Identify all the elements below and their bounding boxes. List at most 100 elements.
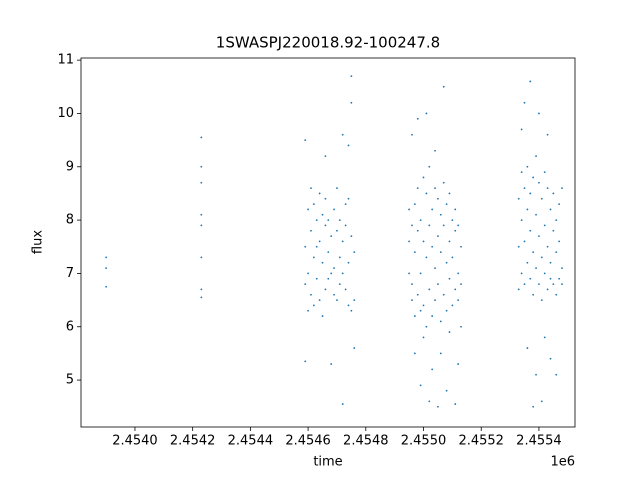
data-point <box>549 261 552 264</box>
data-point <box>540 299 543 301</box>
data-point <box>520 219 523 222</box>
data-point <box>451 256 454 259</box>
data-point <box>555 219 558 222</box>
data-point <box>425 325 428 328</box>
data-point <box>442 224 445 227</box>
data-point <box>561 267 563 269</box>
data-point <box>526 347 529 349</box>
data-point <box>442 181 445 184</box>
data-point <box>517 288 520 291</box>
data-point <box>411 283 413 285</box>
data-point <box>419 384 422 387</box>
data-point <box>304 283 307 285</box>
data-point <box>411 133 413 136</box>
data-point <box>448 277 451 280</box>
x-tick-label: 2.4544 <box>228 434 274 449</box>
data-point <box>437 235 439 238</box>
data-point <box>307 272 309 275</box>
data-point <box>523 101 526 104</box>
data-point <box>310 187 312 190</box>
data-point <box>105 256 108 259</box>
data-point <box>532 405 535 408</box>
data-point <box>324 155 327 158</box>
data-point <box>457 224 460 227</box>
data-point <box>437 197 439 200</box>
data-point <box>344 224 347 227</box>
data-point <box>350 101 353 104</box>
data-point <box>333 208 335 211</box>
data-point <box>318 299 321 301</box>
data-point <box>200 224 203 227</box>
data-point <box>523 240 526 243</box>
data-point <box>304 360 307 363</box>
data-point <box>540 256 543 259</box>
data-point <box>538 181 540 184</box>
data-point <box>312 304 315 307</box>
data-point <box>448 192 451 195</box>
data-point <box>546 288 549 291</box>
data-point <box>408 240 410 243</box>
data-point <box>419 272 422 275</box>
data-point <box>532 251 535 253</box>
data-point <box>552 229 555 232</box>
data-point <box>517 245 520 248</box>
y-axis-label: flux <box>31 230 46 254</box>
data-point <box>312 203 315 206</box>
data-point <box>428 400 431 403</box>
data-point <box>413 203 416 206</box>
data-point <box>200 136 203 139</box>
data-point <box>535 267 537 269</box>
data-point <box>526 208 529 211</box>
data-point <box>307 208 309 211</box>
data-point <box>558 240 561 243</box>
data-point <box>431 208 434 211</box>
data-point <box>333 293 335 296</box>
data-point <box>552 283 555 285</box>
data-point <box>105 267 108 269</box>
data-point <box>425 112 428 115</box>
data-point <box>561 283 563 285</box>
data-point <box>431 245 434 248</box>
data-point <box>454 288 457 291</box>
data-point <box>200 288 203 291</box>
data-point <box>330 235 333 238</box>
data-point <box>416 187 419 190</box>
data-point <box>549 208 552 211</box>
data-point <box>431 315 434 317</box>
data-point <box>422 336 425 339</box>
data-point <box>439 213 442 216</box>
data-point <box>312 256 315 259</box>
data-point <box>422 176 425 179</box>
data-point <box>408 272 410 275</box>
data-point <box>350 309 353 312</box>
x-tick-label: 2.4542 <box>170 434 216 449</box>
data-point <box>333 267 335 269</box>
data-point <box>439 251 442 253</box>
data-point <box>425 192 428 195</box>
data-point <box>413 352 416 355</box>
data-point <box>442 293 445 296</box>
data-point <box>434 187 436 190</box>
data-point <box>454 208 457 211</box>
data-point <box>408 208 410 211</box>
data-point <box>445 203 448 206</box>
data-point <box>540 400 543 403</box>
data-point <box>344 203 347 206</box>
data-point <box>517 197 520 200</box>
data-point <box>105 285 108 288</box>
data-point <box>445 309 448 312</box>
data-point <box>347 261 350 264</box>
data-point <box>416 117 419 120</box>
data-point <box>437 405 439 408</box>
data-point <box>552 192 555 195</box>
data-point <box>451 304 454 307</box>
data-point <box>523 187 526 190</box>
data-point <box>304 139 307 142</box>
plot-frame <box>80 57 576 428</box>
data-point <box>350 75 353 78</box>
data-point <box>416 229 419 232</box>
data-point <box>341 133 344 136</box>
data-point <box>304 245 307 248</box>
data-point <box>428 224 431 227</box>
